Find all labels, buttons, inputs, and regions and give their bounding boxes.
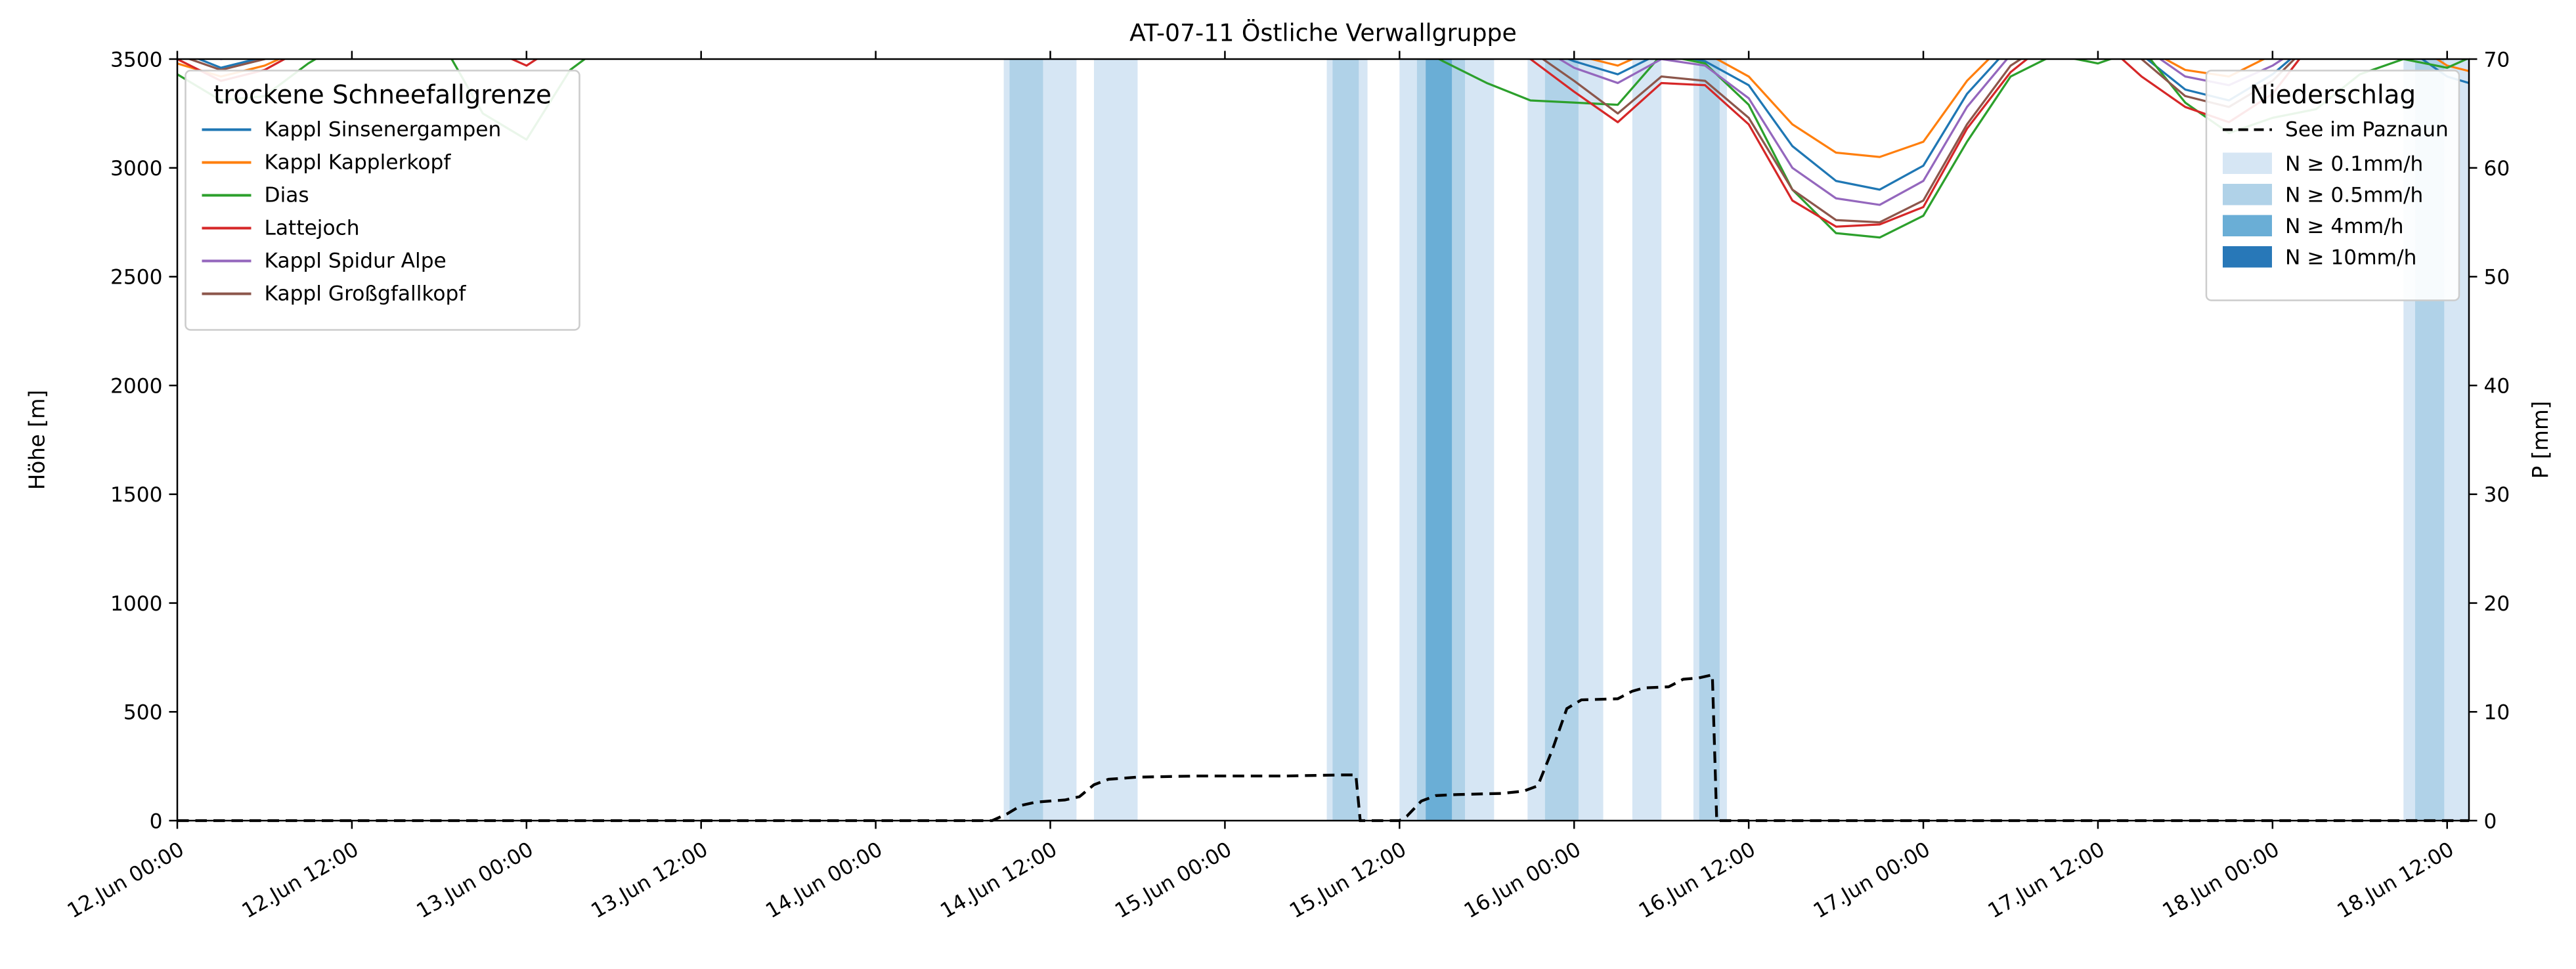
legend-item-label: N ≥ 0.5mm/h [2285, 184, 2423, 207]
precip-band [1332, 59, 1359, 821]
x-tick-label: 12.Jun 12:00 [238, 838, 362, 923]
legend-item-label: N ≥ 10mm/h [2285, 246, 2416, 270]
legend-item-label: Lattejoch [265, 217, 360, 240]
precip-legend-title: Niederschlag [2250, 80, 2416, 110]
x-tick-label: 12.Jun 00:00 [64, 838, 188, 923]
legend-item-label: Kappl Kapplerkopf [265, 151, 452, 175]
tick-marks [169, 51, 2478, 829]
precip-legend: Niederschlag See im Paznaun N ≥ 0.1mm/h N ≥… [2205, 70, 2460, 301]
x-tick-label: 16.Jun 00:00 [1460, 838, 1585, 923]
precip-band [1009, 59, 1043, 821]
x-tick-label: 13.Jun 12:00 [587, 838, 712, 923]
y-right-tick-label: 20 [2484, 592, 2510, 616]
precip-legend-frame [2205, 70, 2460, 301]
y-left-tick-label: 1000 [110, 592, 163, 616]
y-right-tick-label: 70 [2484, 48, 2510, 72]
y-right-tick-label: 60 [2484, 157, 2510, 181]
precip-band [1544, 59, 1579, 821]
y-left-tick-label: 1500 [110, 483, 163, 507]
y-left-tick-label: 3500 [110, 48, 163, 72]
x-tick-label: 13.Jun 00:00 [412, 838, 537, 923]
legend-item-label: See im Paznaun [2285, 118, 2449, 142]
y-right-axis-label: P [mm] [2528, 401, 2553, 479]
x-tick-label: 17.Jun 00:00 [1810, 838, 1934, 923]
x-tick-label: 14.Jun 12:00 [936, 838, 1061, 923]
chart-title: AT-07-11 Östliche Verwallgruppe [1129, 19, 1517, 47]
y-right-tick-label: 10 [2484, 701, 2510, 725]
legend-band-swatch [2223, 152, 2272, 174]
x-tick-label: 15.Jun 00:00 [1111, 838, 1236, 923]
plot-spines [176, 58, 2470, 822]
legend-band-swatch [2223, 246, 2272, 268]
snowline-legend: trockene Schneefallgrenze Kappl Sinsenerg… [185, 70, 580, 331]
x-tick-label: 15.Jun 12:00 [1286, 838, 1410, 923]
legend-band-swatch [2223, 215, 2272, 236]
precip-band [1094, 59, 1138, 821]
x-tick-label: 17.Jun 12:00 [1984, 838, 2109, 923]
y-left-tick-label: 500 [123, 701, 163, 725]
y-right-tick-label: 0 [2484, 809, 2497, 833]
precip-bands [1003, 59, 2469, 821]
legend-item-label: Dias [265, 184, 309, 207]
y-left-tick-label: 2000 [110, 374, 163, 398]
legend-band-swatch [2223, 184, 2272, 205]
x-tick-label: 14.Jun 00:00 [762, 838, 886, 923]
y-left-tick-label: 3000 [110, 157, 163, 181]
plot-area: 12.Jun 00:00 12.Jun 12:00 13.Jun 00:00 13.J… [64, 48, 2510, 923]
y-right-tick-label: 50 [2484, 266, 2510, 290]
precip-band [1699, 59, 1720, 821]
legend-item-label: N ≥ 4mm/h [2285, 215, 2404, 238]
y-right-tick-label: 30 [2484, 483, 2510, 507]
legend-item-label: Kappl Großgfallkopf [265, 282, 467, 306]
precip-band [1632, 59, 1662, 821]
precip-accumulation-line [177, 673, 2470, 823]
x-tick-label: 16.Jun 12:00 [1635, 838, 1760, 923]
snowline-legend-frame [185, 70, 580, 331]
precip-band [1426, 59, 1452, 821]
y-left-axis-label: Höhe [m] [25, 390, 50, 490]
x-tick-label: 18.Jun 12:00 [2333, 838, 2458, 923]
legend-item-label: Kappl Sinsenergampen [265, 118, 502, 142]
y-right-tick-label: 40 [2484, 374, 2510, 398]
x-tick-label: 18.Jun 00:00 [2158, 838, 2283, 923]
legend-item-label: N ≥ 0.1mm/h [2285, 152, 2423, 176]
legend-item-label: Kappl Spidur Alpe [265, 249, 447, 273]
snowline-legend-title: trockene Schneefallgrenze [213, 80, 552, 110]
y-left-tick-label: 0 [150, 809, 163, 833]
y-left-tick-label: 2500 [110, 266, 163, 290]
